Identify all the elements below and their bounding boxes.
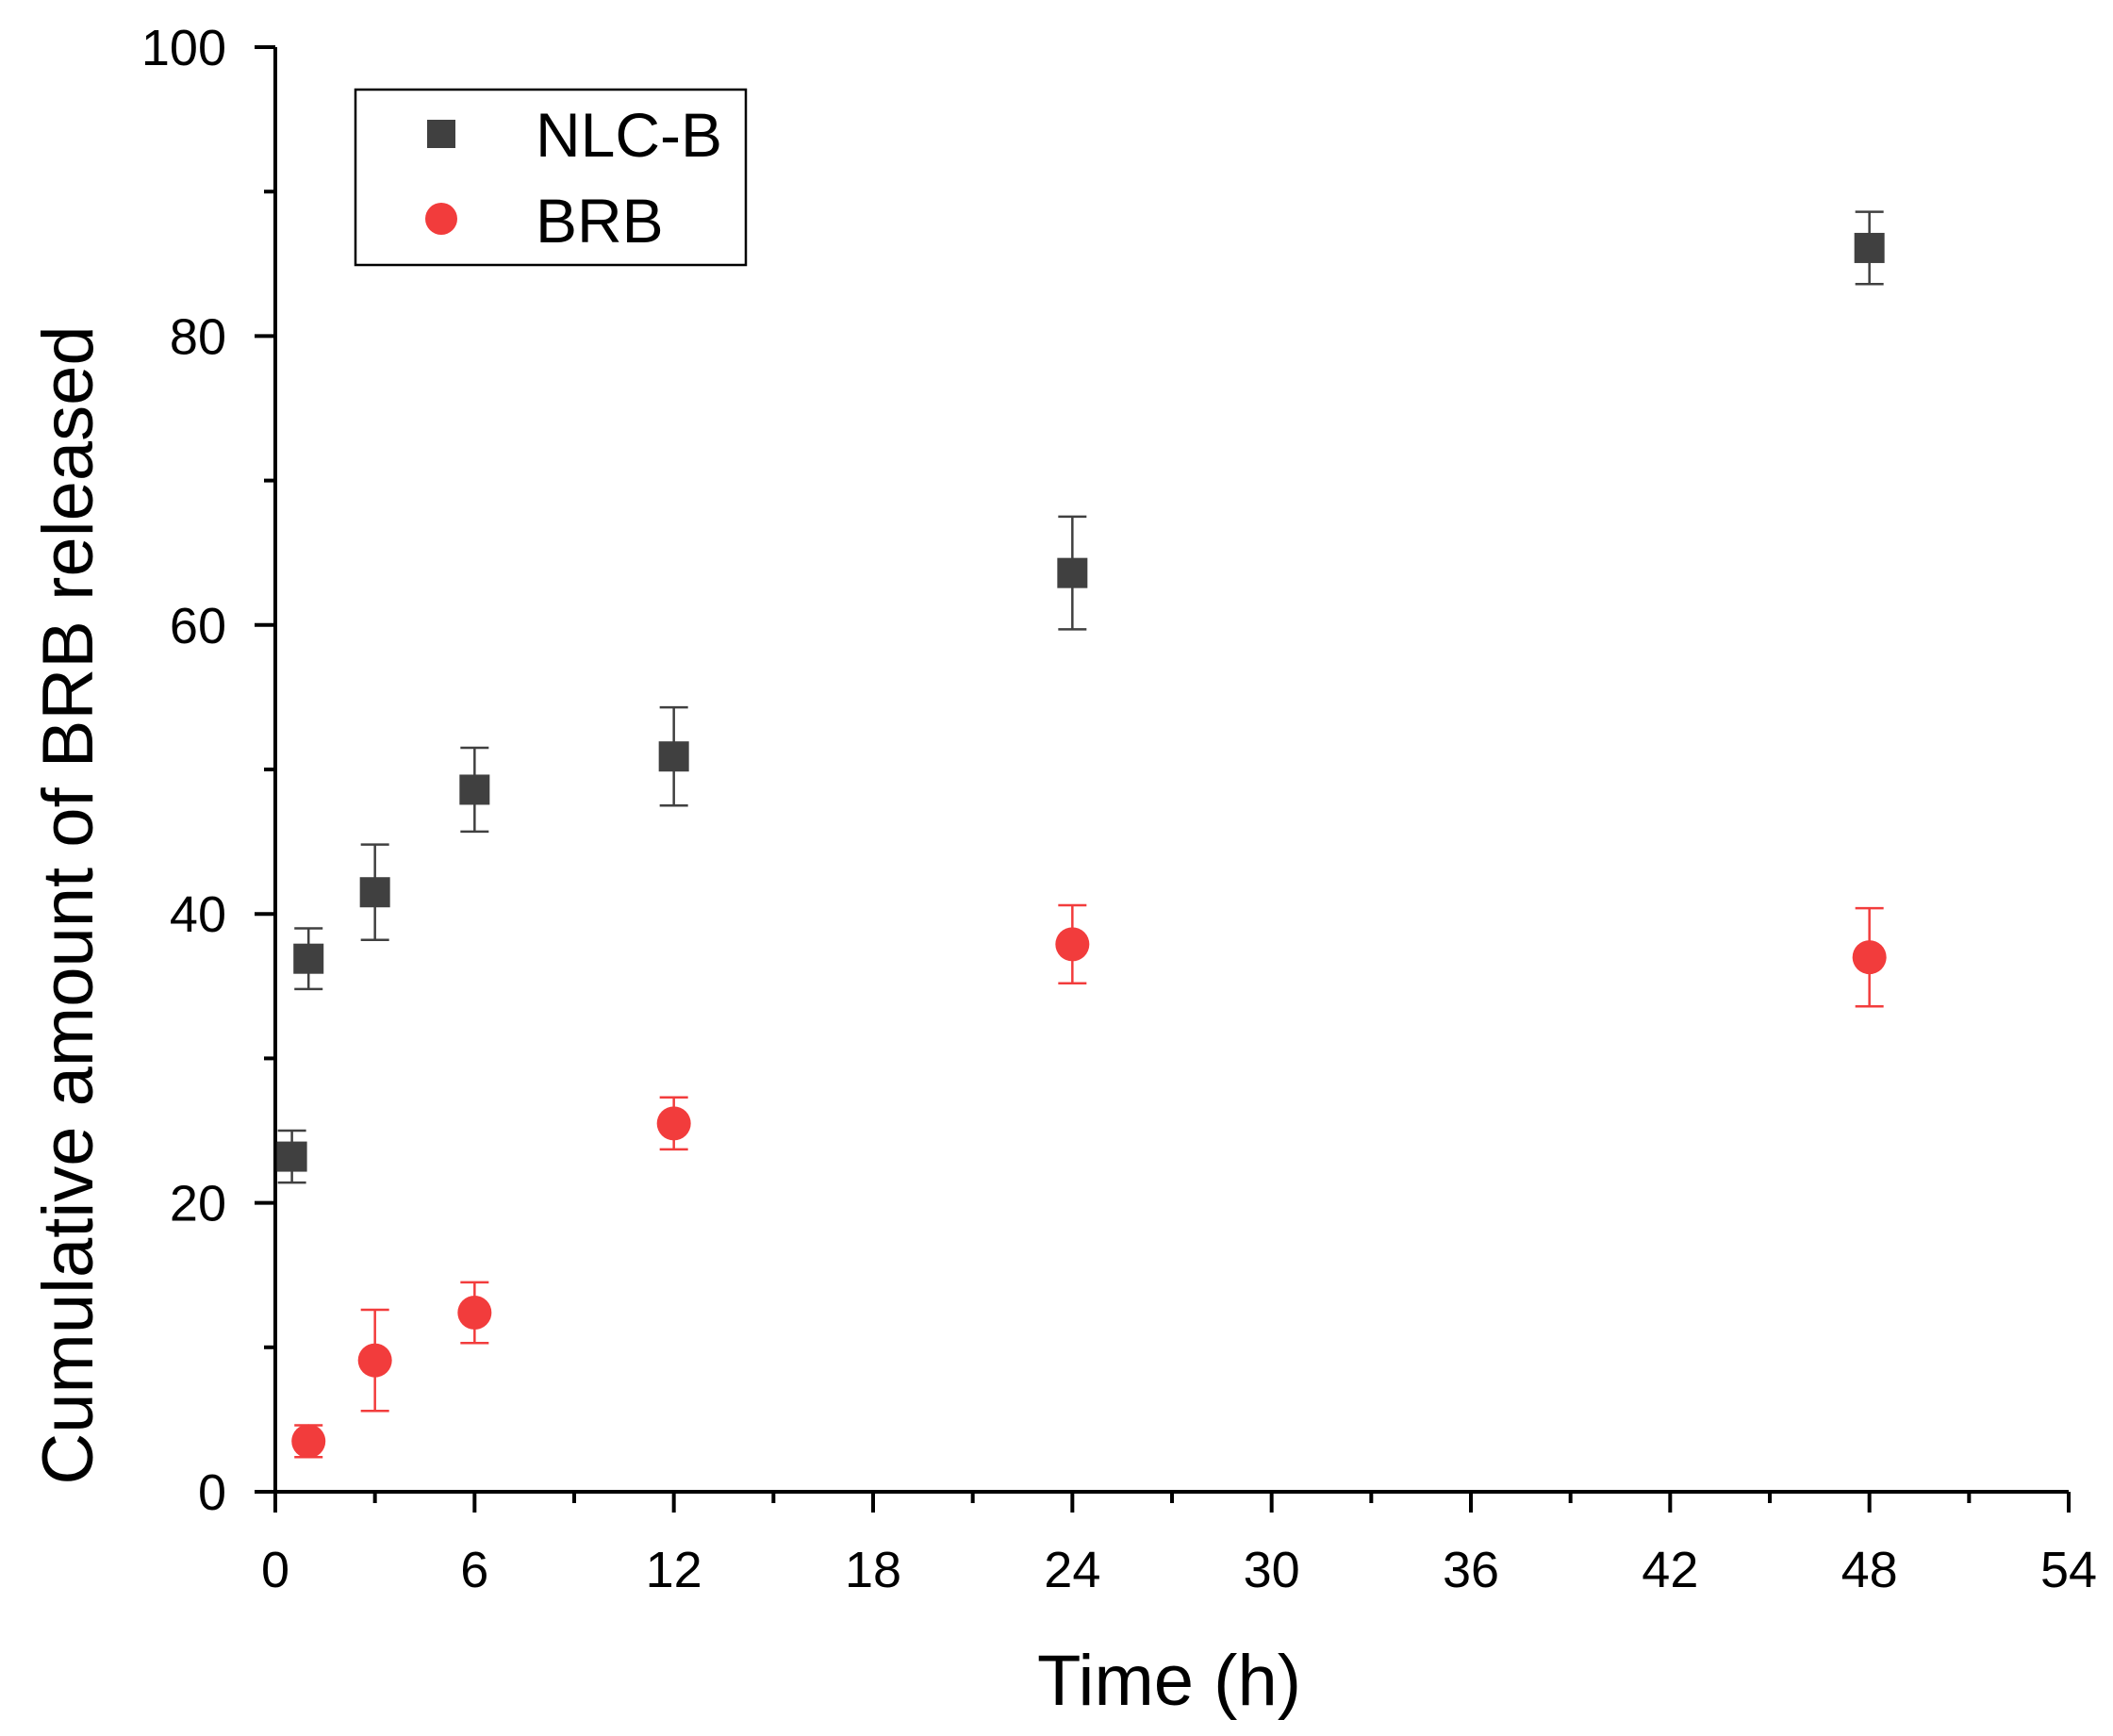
x-tick-label: 24: [1044, 1542, 1100, 1598]
point-nlc-b: [359, 877, 390, 908]
point-brb: [457, 1296, 492, 1331]
series-brb: [291, 903, 1887, 1459]
tick-marks: [255, 45, 2071, 1513]
point-nlc-b: [459, 774, 490, 805]
y-tick-label: 0: [198, 1464, 226, 1521]
x-tick-label: 42: [1642, 1542, 1698, 1598]
point-nlc-b: [1057, 557, 1088, 588]
legend-label-brb: BRB: [536, 186, 664, 256]
x-tick-label: 36: [1443, 1542, 1499, 1598]
x-tick-label: 30: [1244, 1542, 1300, 1598]
point-brb: [656, 1106, 691, 1141]
y-axis-title: Cumulative amount of BRB released: [28, 325, 108, 1484]
series-nlc-b: [276, 210, 1885, 1184]
tick-labels: 0 6 12 18 24 30 36 42 48 54 0 20 40 60 80 100: [141, 20, 2097, 1598]
y-tick-label: 20: [170, 1176, 226, 1232]
point-brb: [1852, 940, 1887, 975]
x-tick-label: 54: [2040, 1542, 2097, 1598]
x-tick-label: 12: [646, 1542, 702, 1598]
point-nlc-b: [1854, 232, 1885, 263]
y-tick-label: 60: [170, 598, 226, 654]
x-tick-label: 48: [1841, 1542, 1898, 1598]
x-tick-label: 6: [460, 1542, 488, 1598]
y-tick-label: 40: [170, 886, 226, 943]
point-nlc-b: [658, 741, 689, 772]
point-brb: [357, 1343, 392, 1378]
y-tick-label: 100: [141, 20, 226, 76]
point-nlc-b: [293, 943, 324, 974]
point-brb: [1055, 927, 1090, 962]
data-points: [276, 210, 1887, 1459]
legend-box: [354, 88, 748, 267]
legend: NLC-B BRB: [354, 88, 748, 267]
point-nlc-b: [276, 1141, 307, 1172]
x-tick-label: 18: [845, 1542, 901, 1598]
y-tick-label: 80: [170, 308, 226, 365]
legend-marker-nlc-b: [427, 120, 455, 148]
legend-label-nlc-b: NLC-B: [536, 100, 722, 170]
x-axis-title: Time (h): [1037, 1641, 1301, 1721]
x-tick-label: 0: [261, 1542, 289, 1598]
legend-marker-brb: [425, 203, 457, 235]
point-brb: [291, 1424, 326, 1459]
